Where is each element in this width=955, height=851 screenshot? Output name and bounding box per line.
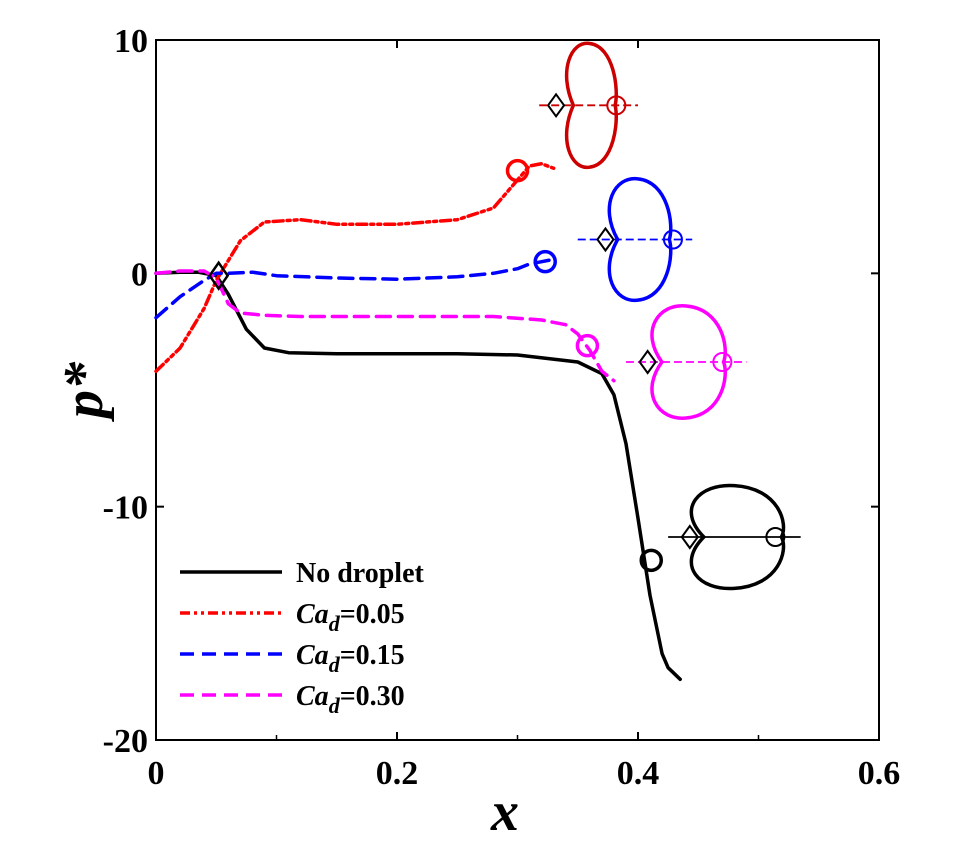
- marker-diamond-0: [208, 260, 230, 291]
- droplet-diamond-0: [546, 92, 566, 119]
- legend-label-main: Ca: [296, 599, 329, 630]
- markers-layer: [208, 158, 664, 573]
- marker-circle-1: [505, 158, 530, 183]
- y-tick-label: 0: [131, 256, 148, 293]
- legend-label-0: No droplet: [296, 558, 424, 589]
- legend-label-value: =0.15: [340, 640, 405, 671]
- droplet-circle-2: [712, 352, 733, 372]
- legend-label-2: Cad=0.15: [296, 640, 405, 677]
- droplet-diamond-1: [596, 226, 615, 253]
- legend-label-subscript: d: [329, 611, 341, 636]
- x-tick-label: 0.4: [617, 755, 660, 792]
- legend-label-subscript: d: [329, 652, 341, 677]
- series-layer: [154, 161, 682, 682]
- legend-label-subscript: d: [329, 693, 341, 718]
- droplet-diamond-2: [638, 349, 657, 375]
- x-axis-title: x: [490, 781, 519, 843]
- series-line-1: [154, 161, 556, 374]
- plot-area-frame: [155, 39, 880, 741]
- x-tick-label: 0: [148, 755, 165, 792]
- legend-label-value: =0.05: [340, 599, 405, 630]
- marker-circle-3: [575, 333, 600, 358]
- axis-ticks: 0 0.2 0.4 0.6 -20 -10 0 10: [103, 23, 901, 792]
- series-line-0: [154, 270, 682, 682]
- droplet-circle-0: [606, 95, 627, 116]
- x-tick-label: 0.6: [858, 755, 901, 792]
- legend-label-3: Cad=0.30: [296, 681, 405, 718]
- y-tick-label: 10: [114, 23, 148, 60]
- droplet-shapes-layer: [539, 41, 801, 591]
- droplet-diamond-3: [680, 524, 700, 550]
- legend-label-1: Cad=0.05: [296, 599, 405, 636]
- y-tick-label: -20: [103, 723, 148, 760]
- y-tick-label: -10: [103, 490, 148, 527]
- marker-circle-4: [639, 548, 664, 573]
- droplet-circle-3: [765, 527, 786, 547]
- legend-label-main: Ca: [296, 640, 329, 671]
- marker-circle-2: [533, 249, 557, 274]
- legend-label-main: Ca: [296, 681, 329, 712]
- droplet-circle-1: [662, 229, 683, 250]
- series-line-2: [154, 257, 556, 320]
- x-tick-label: 0.2: [376, 755, 419, 792]
- legend-label-value: =0.30: [340, 681, 405, 712]
- y-axis-title: p*: [53, 361, 115, 422]
